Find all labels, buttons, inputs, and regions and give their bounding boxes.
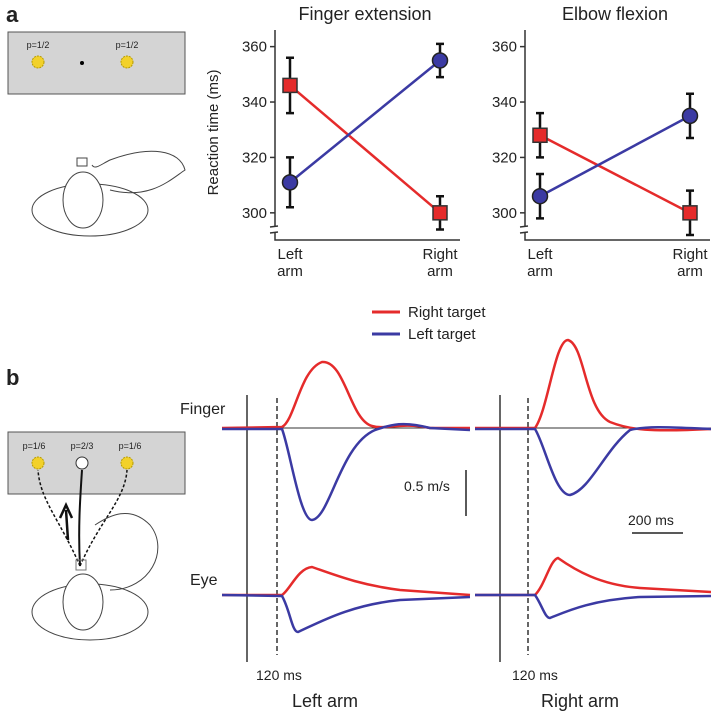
- y-tick-label: 300: [242, 205, 267, 222]
- prob-label: p=2/3: [71, 441, 94, 451]
- axis-break: [519, 225, 529, 234]
- y-axis-label: Reaction time (ms): [205, 70, 222, 196]
- marker: [531, 187, 549, 205]
- condition-label: Right arm: [541, 691, 619, 711]
- chart-title: Elbow flexion: [562, 4, 668, 24]
- target: [31, 55, 45, 69]
- marker: [281, 174, 299, 191]
- chart-title: Finger extension: [298, 4, 431, 24]
- target: [31, 456, 45, 470]
- series-line: [289, 84, 441, 214]
- y-tick-label: 360: [492, 39, 517, 56]
- target: [120, 55, 134, 69]
- trace-label: Finger: [180, 401, 226, 418]
- axis-break: [269, 225, 279, 234]
- x-tick-label: Right arm: [672, 246, 708, 280]
- velocity-traces: [221, 338, 711, 662]
- prob-label: p=1/2: [27, 40, 50, 50]
- marker: [282, 77, 298, 94]
- trace-label: Eye: [190, 572, 218, 589]
- y-tick-label: 340: [242, 94, 267, 111]
- legend-label: Right target: [408, 304, 486, 321]
- prob-label: p=1/6: [119, 441, 142, 451]
- series-line: [539, 114, 691, 198]
- marker: [431, 52, 449, 69]
- y-tick-label: 360: [242, 39, 267, 56]
- panel-label: b: [6, 365, 19, 390]
- prob-label: p=1/6: [23, 441, 46, 451]
- series-line: [289, 59, 441, 184]
- body-diagram: [31, 469, 159, 641]
- delay-label: 120 ms: [512, 667, 558, 683]
- condition-label: Left arm: [292, 691, 358, 711]
- screen: [7, 431, 186, 495]
- prob-label: p=1/2: [116, 40, 139, 50]
- fixation: [80, 61, 84, 65]
- scale-label: 0.5 m/s: [404, 478, 450, 494]
- y-tick-label: 300: [492, 205, 517, 222]
- panel-label: a: [6, 2, 19, 27]
- y-tick-label: 320: [242, 149, 267, 166]
- x-tick-label: Right arm: [422, 246, 458, 280]
- y-tick-label: 320: [492, 149, 517, 166]
- axis: [524, 30, 710, 241]
- marker: [681, 107, 699, 125]
- marker: [682, 205, 698, 221]
- scale-label: 200 ms: [628, 512, 674, 528]
- marker: [532, 127, 548, 144]
- axis: [274, 30, 460, 241]
- target: [75, 456, 89, 470]
- marker: [432, 205, 448, 221]
- series-line: [539, 134, 691, 214]
- legend-label: Left target: [408, 326, 476, 343]
- body-diagram: [31, 150, 186, 237]
- y-tick-label: 340: [492, 94, 517, 111]
- delay-label: 120 ms: [256, 667, 302, 683]
- x-tick-label: Left arm: [277, 246, 303, 280]
- x-tick-label: Left arm: [527, 246, 553, 280]
- target: [120, 456, 134, 470]
